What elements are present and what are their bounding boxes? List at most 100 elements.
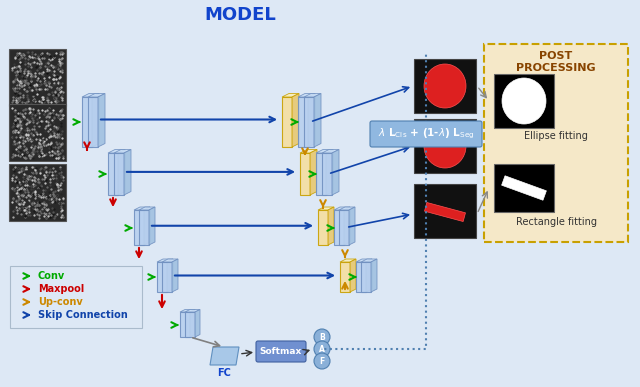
FancyBboxPatch shape <box>414 59 476 113</box>
Ellipse shape <box>502 78 546 124</box>
Polygon shape <box>139 207 155 210</box>
Polygon shape <box>314 94 321 147</box>
FancyBboxPatch shape <box>185 312 195 337</box>
Text: Rectangle fitting: Rectangle fitting <box>515 217 596 227</box>
Polygon shape <box>344 207 350 245</box>
Polygon shape <box>195 310 200 337</box>
Text: F: F <box>319 356 324 365</box>
Polygon shape <box>502 176 547 200</box>
Ellipse shape <box>424 124 466 168</box>
Polygon shape <box>162 259 178 262</box>
Polygon shape <box>190 310 195 337</box>
Polygon shape <box>356 259 372 262</box>
Polygon shape <box>180 310 195 312</box>
Polygon shape <box>292 94 299 147</box>
Ellipse shape <box>424 64 466 108</box>
Polygon shape <box>349 207 355 245</box>
Text: MODEL: MODEL <box>204 6 276 24</box>
Text: B: B <box>319 332 325 341</box>
FancyBboxPatch shape <box>180 312 190 337</box>
FancyBboxPatch shape <box>114 153 124 195</box>
FancyBboxPatch shape <box>9 104 66 161</box>
FancyBboxPatch shape <box>361 262 371 292</box>
Circle shape <box>314 341 330 357</box>
Polygon shape <box>157 259 173 262</box>
Polygon shape <box>185 310 200 312</box>
Polygon shape <box>424 202 465 221</box>
Polygon shape <box>88 94 105 97</box>
FancyBboxPatch shape <box>256 341 306 362</box>
FancyBboxPatch shape <box>334 210 344 245</box>
Polygon shape <box>298 94 315 97</box>
Text: Conv: Conv <box>38 271 65 281</box>
FancyBboxPatch shape <box>162 262 172 292</box>
Polygon shape <box>114 149 131 153</box>
FancyBboxPatch shape <box>82 97 92 147</box>
Polygon shape <box>308 94 315 147</box>
FancyBboxPatch shape <box>322 153 332 195</box>
FancyBboxPatch shape <box>494 74 554 128</box>
Polygon shape <box>310 149 317 195</box>
Polygon shape <box>108 149 125 153</box>
FancyBboxPatch shape <box>484 44 628 242</box>
Polygon shape <box>326 149 333 195</box>
Text: POST
PROCESSING: POST PROCESSING <box>516 51 596 74</box>
FancyBboxPatch shape <box>414 119 476 173</box>
FancyBboxPatch shape <box>339 210 349 245</box>
FancyBboxPatch shape <box>370 121 482 147</box>
FancyBboxPatch shape <box>134 210 144 245</box>
FancyBboxPatch shape <box>318 210 328 245</box>
FancyBboxPatch shape <box>298 97 308 147</box>
Polygon shape <box>149 207 155 245</box>
FancyBboxPatch shape <box>9 164 66 221</box>
Polygon shape <box>332 149 339 195</box>
Text: Maxpool: Maxpool <box>38 284 84 294</box>
FancyBboxPatch shape <box>304 97 314 147</box>
FancyBboxPatch shape <box>494 164 554 212</box>
Polygon shape <box>167 259 173 292</box>
Polygon shape <box>124 149 131 195</box>
FancyBboxPatch shape <box>9 49 66 106</box>
Polygon shape <box>304 94 321 97</box>
Text: FC: FC <box>217 368 231 378</box>
Text: Softmax: Softmax <box>260 347 302 356</box>
Polygon shape <box>350 259 356 292</box>
Polygon shape <box>172 259 178 292</box>
Polygon shape <box>144 207 150 245</box>
Polygon shape <box>134 207 150 210</box>
Polygon shape <box>322 149 339 153</box>
FancyBboxPatch shape <box>414 184 476 238</box>
Polygon shape <box>371 259 377 292</box>
Polygon shape <box>82 94 99 97</box>
Polygon shape <box>98 94 105 147</box>
Text: Ellipse fitting: Ellipse fitting <box>524 131 588 141</box>
Circle shape <box>314 353 330 369</box>
Polygon shape <box>300 149 317 153</box>
Polygon shape <box>92 94 99 147</box>
Circle shape <box>314 329 330 345</box>
FancyBboxPatch shape <box>108 153 118 195</box>
Polygon shape <box>328 207 334 245</box>
Text: Skip Connection: Skip Connection <box>38 310 128 320</box>
Polygon shape <box>366 259 372 292</box>
FancyBboxPatch shape <box>316 153 326 195</box>
FancyBboxPatch shape <box>139 210 149 245</box>
Polygon shape <box>361 259 377 262</box>
FancyBboxPatch shape <box>88 97 98 147</box>
FancyBboxPatch shape <box>356 262 366 292</box>
Polygon shape <box>316 149 333 153</box>
FancyBboxPatch shape <box>282 97 292 147</box>
Text: A: A <box>319 344 325 353</box>
FancyBboxPatch shape <box>157 262 167 292</box>
Polygon shape <box>282 94 299 97</box>
Polygon shape <box>118 149 125 195</box>
Polygon shape <box>210 347 239 365</box>
Polygon shape <box>340 259 356 262</box>
FancyBboxPatch shape <box>340 262 350 292</box>
FancyBboxPatch shape <box>300 153 310 195</box>
FancyBboxPatch shape <box>10 266 142 328</box>
Polygon shape <box>339 207 355 210</box>
Polygon shape <box>334 207 350 210</box>
Polygon shape <box>318 207 334 210</box>
Text: $\lambda$ L$_{\rm Cls}$ + (1-$\lambda$) L$_{\rm Seg}$: $\lambda$ L$_{\rm Cls}$ + (1-$\lambda$) … <box>378 127 474 141</box>
